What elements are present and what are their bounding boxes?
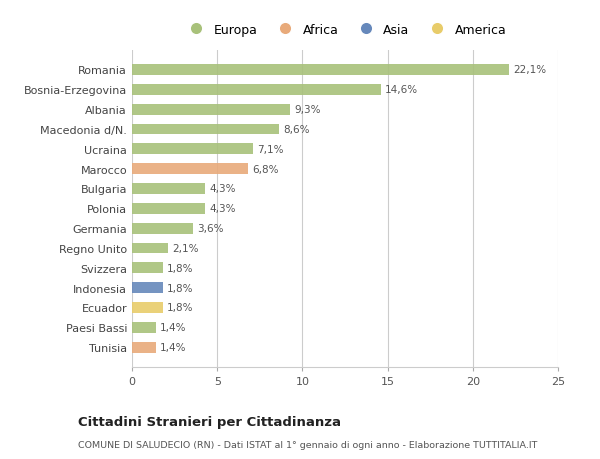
Text: 1,8%: 1,8% — [167, 283, 193, 293]
Bar — [132, 322, 156, 333]
Text: 6,8%: 6,8% — [252, 164, 278, 174]
Bar — [132, 283, 163, 293]
Bar — [132, 65, 509, 76]
Bar — [132, 84, 381, 95]
Text: 2,1%: 2,1% — [172, 243, 199, 253]
Legend: Europa, Africa, Asia, America: Europa, Africa, Asia, America — [179, 19, 511, 42]
Text: 1,8%: 1,8% — [167, 303, 193, 313]
Text: 1,8%: 1,8% — [167, 263, 193, 273]
Text: 7,1%: 7,1% — [257, 145, 284, 155]
Bar — [132, 105, 290, 115]
Text: 3,6%: 3,6% — [197, 224, 224, 234]
Bar — [132, 342, 156, 353]
Text: 1,4%: 1,4% — [160, 323, 187, 333]
Text: 1,4%: 1,4% — [160, 342, 187, 353]
Text: Cittadini Stranieri per Cittadinanza: Cittadini Stranieri per Cittadinanza — [78, 415, 341, 428]
Bar — [132, 164, 248, 175]
Text: 9,3%: 9,3% — [295, 105, 321, 115]
Text: 14,6%: 14,6% — [385, 85, 418, 95]
Bar — [132, 144, 253, 155]
Text: 4,3%: 4,3% — [209, 184, 236, 194]
Text: COMUNE DI SALUDECIO (RN) - Dati ISTAT al 1° gennaio di ogni anno - Elaborazione : COMUNE DI SALUDECIO (RN) - Dati ISTAT al… — [78, 440, 538, 449]
Bar — [132, 184, 205, 195]
Text: 4,3%: 4,3% — [209, 204, 236, 214]
Text: 8,6%: 8,6% — [283, 125, 310, 134]
Bar — [132, 124, 278, 135]
Bar — [132, 243, 168, 254]
Bar — [132, 223, 193, 234]
Text: 22,1%: 22,1% — [513, 65, 546, 75]
Bar — [132, 203, 205, 214]
Bar — [132, 263, 163, 274]
Bar — [132, 302, 163, 313]
